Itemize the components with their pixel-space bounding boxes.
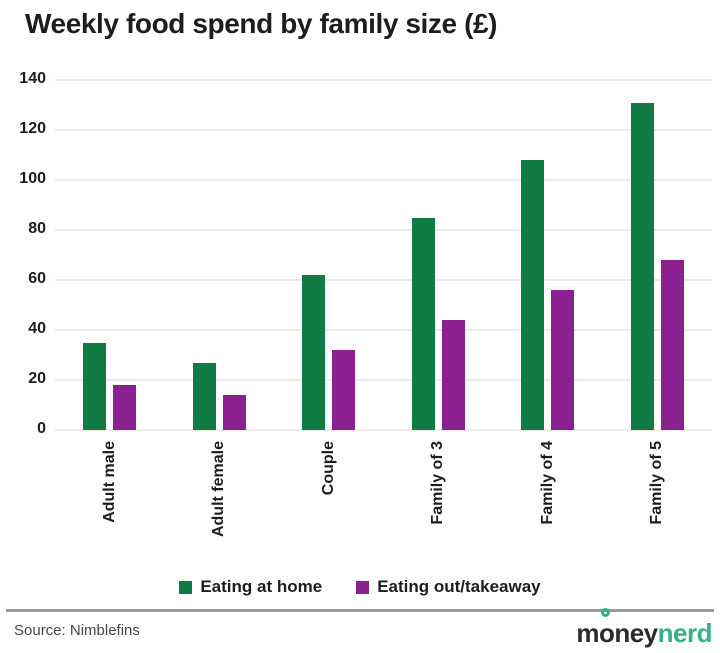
- legend-item-eating-out-takeaway: Eating out/takeaway: [356, 577, 541, 597]
- bar-eating-at-home-adult-male: [83, 342, 107, 430]
- gridline-20: [55, 379, 712, 381]
- gridline-120: [55, 129, 712, 131]
- legend-label-eating-at-home: Eating at home: [200, 577, 323, 596]
- x-label-text: Family of 5: [648, 441, 666, 525]
- x-label-family-of-5: Family of 5: [647, 441, 720, 525]
- chart-region: Adult male Adult female Couple Family of 3 F…: [19, 70, 712, 566]
- gridline-140: [55, 79, 712, 81]
- x-label-text: Family of 3: [429, 441, 447, 525]
- logo-text-ney: ney: [614, 618, 658, 648]
- x-label-text: Adult female: [210, 441, 228, 538]
- legend-swatch-eating-at-home: [179, 580, 193, 594]
- logo-text-nerd: nerd: [657, 618, 713, 648]
- gridline-80: [55, 229, 712, 231]
- logo-o-glyph: o: [598, 618, 615, 648]
- y-tick-label-100: 100: [19, 170, 46, 187]
- logo-ring-icon: [600, 608, 610, 617]
- legend-item-eating-at-home: Eating at home: [179, 577, 322, 597]
- x-label-adult-male: Adult male: [100, 441, 182, 523]
- y-tick-label-0: 0: [37, 420, 46, 437]
- legend: Eating at home Eating out/takeaway: [0, 577, 720, 597]
- y-tick-label-40: 40: [28, 320, 46, 337]
- x-axis-labels: Adult male Adult female Couple Family of 3 F…: [55, 441, 712, 566]
- x-label-text: Family of 4: [538, 441, 556, 525]
- gridline-0: [55, 429, 712, 431]
- y-tick-label-120: 120: [19, 120, 46, 137]
- bar-eating-out-takeaway-family-of-3: [441, 320, 465, 430]
- y-tick-label-140: 140: [19, 70, 46, 87]
- logo-text-m: m: [576, 618, 599, 648]
- footer-divider: [6, 609, 714, 612]
- bar-eating-at-home-family-of-5: [630, 102, 654, 430]
- gridline-100: [55, 179, 712, 181]
- gridline-60: [55, 279, 712, 281]
- x-label-family-of-3: Family of 3: [428, 441, 512, 525]
- gridline-40: [55, 329, 712, 331]
- chart-title: Weekly food spend by family size (£): [25, 8, 498, 39]
- plot-area: [55, 79, 712, 431]
- bar-eating-out-takeaway-family-of-4: [551, 290, 575, 430]
- y-tick-label-20: 20: [28, 370, 46, 387]
- legend-label-eating-out-takeaway: Eating out/takeaway: [377, 577, 541, 596]
- y-tick-label-80: 80: [28, 220, 46, 237]
- bar-eating-out-takeaway-couple: [332, 350, 356, 430]
- moneynerd-logo: mo neynerd: [576, 608, 713, 649]
- bar-eating-at-home-adult-female: [192, 362, 216, 430]
- bar-eating-out-takeaway-family-of-5: [660, 260, 684, 430]
- bar-eating-out-takeaway-adult-male: [113, 385, 137, 430]
- x-label-couple: Couple: [319, 441, 373, 495]
- logo-letter-o: o: [598, 608, 615, 649]
- bar-eating-at-home-couple: [302, 275, 326, 430]
- x-label-family-of-4: Family of 4: [538, 441, 622, 525]
- bar-eating-at-home-family-of-4: [521, 160, 545, 430]
- bar-eating-at-home-family-of-3: [411, 217, 435, 430]
- y-tick-label-60: 60: [28, 270, 46, 287]
- x-label-text: Couple: [319, 441, 337, 496]
- x-label-text: Adult male: [100, 441, 118, 523]
- x-label-adult-female: Adult female: [209, 441, 305, 537]
- bar-eating-out-takeaway-adult-female: [222, 395, 246, 430]
- legend-swatch-eating-out-takeaway: [356, 580, 370, 594]
- source-text: Source: Nimblefins: [14, 622, 140, 639]
